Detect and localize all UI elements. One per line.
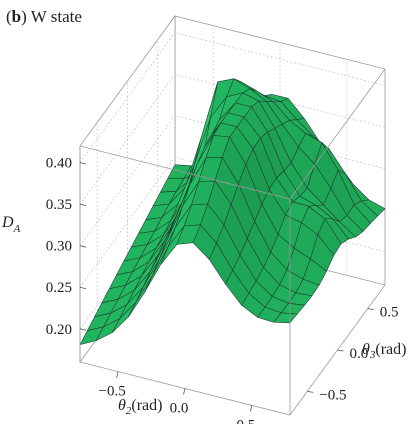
panel-title: (b) W state xyxy=(6,7,82,26)
z-tick-mark xyxy=(79,245,87,248)
box-edge xyxy=(289,68,386,200)
y-tick-mark xyxy=(307,391,314,393)
x-tick-label: 0.0 xyxy=(170,401,189,417)
grid-line-z xyxy=(79,32,386,163)
box-edge xyxy=(79,145,291,200)
z-tick-mark xyxy=(79,203,87,207)
front-box-edges xyxy=(79,68,386,416)
tick-labels: 0.20 0.25 0.30 0.35 0.40 −0.5 0.0 0.5 −0.5 0.0 0.5 xyxy=(46,156,399,424)
x-axis-label: θ2(rad) xyxy=(118,397,162,417)
z-tick-label: 0.25 xyxy=(46,280,72,296)
x-tick-label: −0.5 xyxy=(99,384,126,400)
surface-mesh xyxy=(79,78,386,345)
y-tick-label: 0.0 xyxy=(350,346,369,362)
z-tick-label: 0.30 xyxy=(46,239,72,255)
z-tick-label: 0.40 xyxy=(46,156,72,172)
x-tick-mark xyxy=(249,405,253,412)
y-tick-mark xyxy=(337,349,344,352)
x-tick-mark xyxy=(183,388,186,395)
grid-line-z xyxy=(79,73,386,205)
y-tick-mark xyxy=(367,308,374,310)
y-tick-label: 0.5 xyxy=(380,305,399,321)
z-tick-label: 0.20 xyxy=(46,322,72,338)
z-tick-label: 0.35 xyxy=(46,197,72,213)
y-axis-label: θ3(rad) xyxy=(362,341,406,361)
x-tick-mark xyxy=(116,371,119,378)
y-tick-label: −0.5 xyxy=(319,387,346,403)
axis-labels: DA θ2(rad) θ3(rad) xyxy=(1,214,406,417)
z-tick-mark xyxy=(79,286,87,290)
surface-patch xyxy=(273,312,298,324)
z-tick-mark xyxy=(79,328,87,331)
z-tick-mark xyxy=(79,162,87,165)
x-tick-label: 0.5 xyxy=(237,417,256,424)
z-axis-label: DA xyxy=(1,214,21,235)
